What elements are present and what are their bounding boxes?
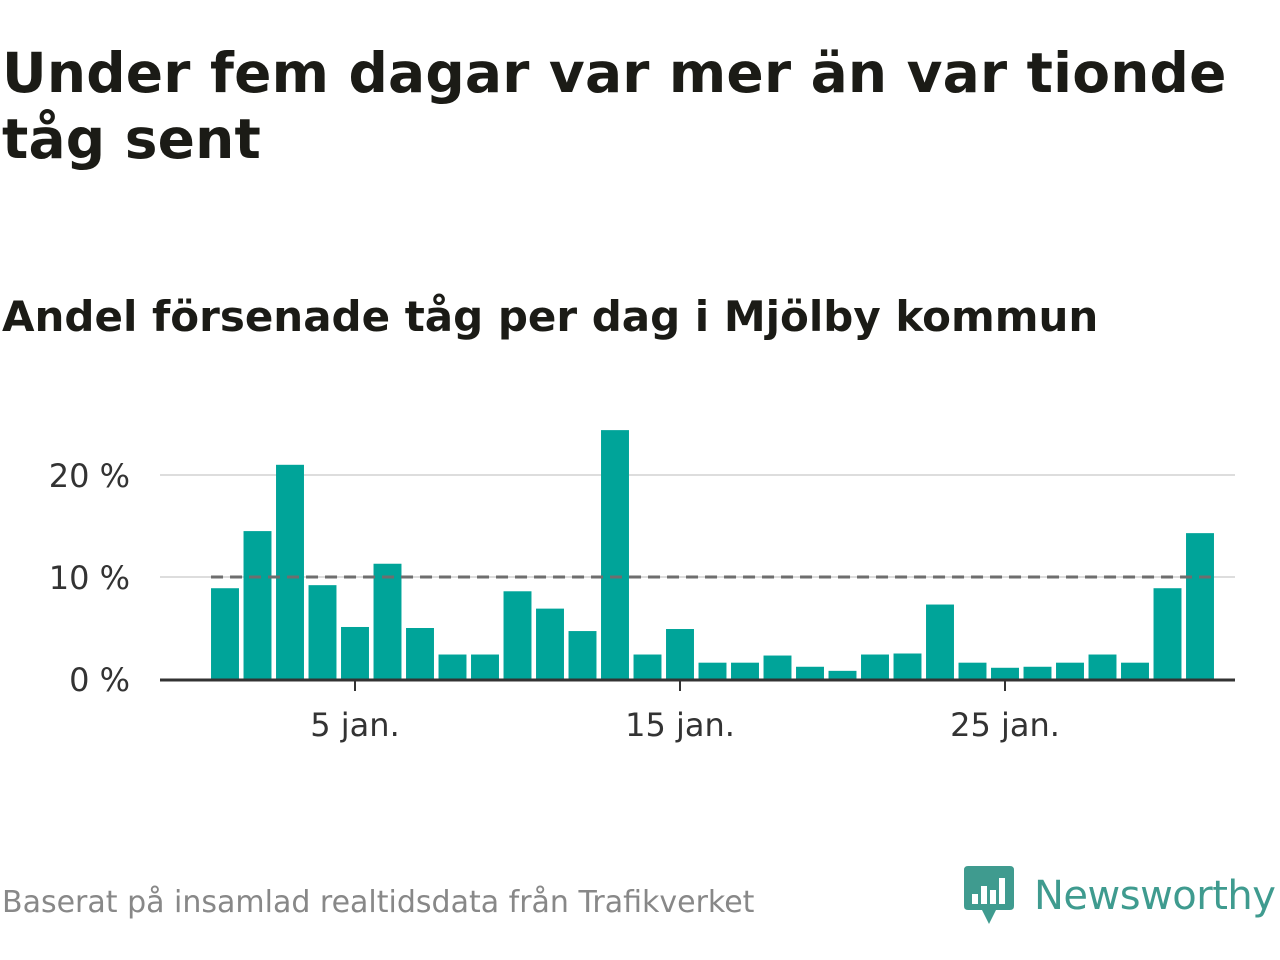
chart-subtitle: Andel försenade tåg per dag i Mjölby kom… <box>2 292 1099 341</box>
bar <box>1121 662 1149 679</box>
brand-name: Newsworthy <box>1034 873 1276 919</box>
bar <box>211 588 239 679</box>
grid-lines <box>160 474 1235 578</box>
bar <box>633 654 662 679</box>
source-note: Baserat på insamlad realtidsdata från Tr… <box>2 885 755 920</box>
bar <box>308 585 337 679</box>
axes: 0 % 10 % 20 % 5 jan. 15 jan. 25 jan. <box>49 457 1235 744</box>
bar <box>1056 662 1084 679</box>
bar <box>1023 666 1052 679</box>
x-tick-label: 15 jan. <box>625 706 735 744</box>
x-tick-label: 25 jan. <box>950 706 1060 744</box>
y-tick-label: 0 % <box>69 661 130 699</box>
bar <box>1088 654 1117 679</box>
bar <box>243 531 272 679</box>
newsworthy-logo-icon <box>964 866 1014 924</box>
bar <box>536 608 564 679</box>
bar <box>503 591 532 679</box>
bar <box>601 430 629 679</box>
bar <box>958 662 987 679</box>
bar <box>861 654 889 679</box>
bar <box>731 662 759 679</box>
bar <box>1186 533 1214 679</box>
x-tick-label: 5 jan. <box>310 706 399 744</box>
bar <box>1153 588 1182 679</box>
bar <box>991 667 1019 679</box>
bar <box>341 626 369 679</box>
bar <box>666 629 694 679</box>
bar <box>796 666 824 679</box>
bar <box>568 631 597 679</box>
bar <box>406 628 434 679</box>
bar <box>373 563 402 679</box>
y-tick-label: 20 % <box>49 457 130 495</box>
bar <box>471 654 499 679</box>
bar <box>893 653 922 679</box>
bar-chart: 0 % 10 % 20 % 5 jan. 15 jan. 25 jan. <box>49 430 1235 744</box>
bars <box>211 430 1214 679</box>
bar <box>438 654 467 679</box>
brand-logo: Newsworthy <box>964 866 1276 926</box>
bar <box>763 655 792 679</box>
bar <box>276 464 304 679</box>
bar <box>926 604 954 679</box>
bar <box>828 670 857 679</box>
y-tick-label: 10 % <box>49 559 130 597</box>
chart-title: Under fem dagar var mer än var tionde tå… <box>2 41 1227 171</box>
bar <box>698 662 727 679</box>
